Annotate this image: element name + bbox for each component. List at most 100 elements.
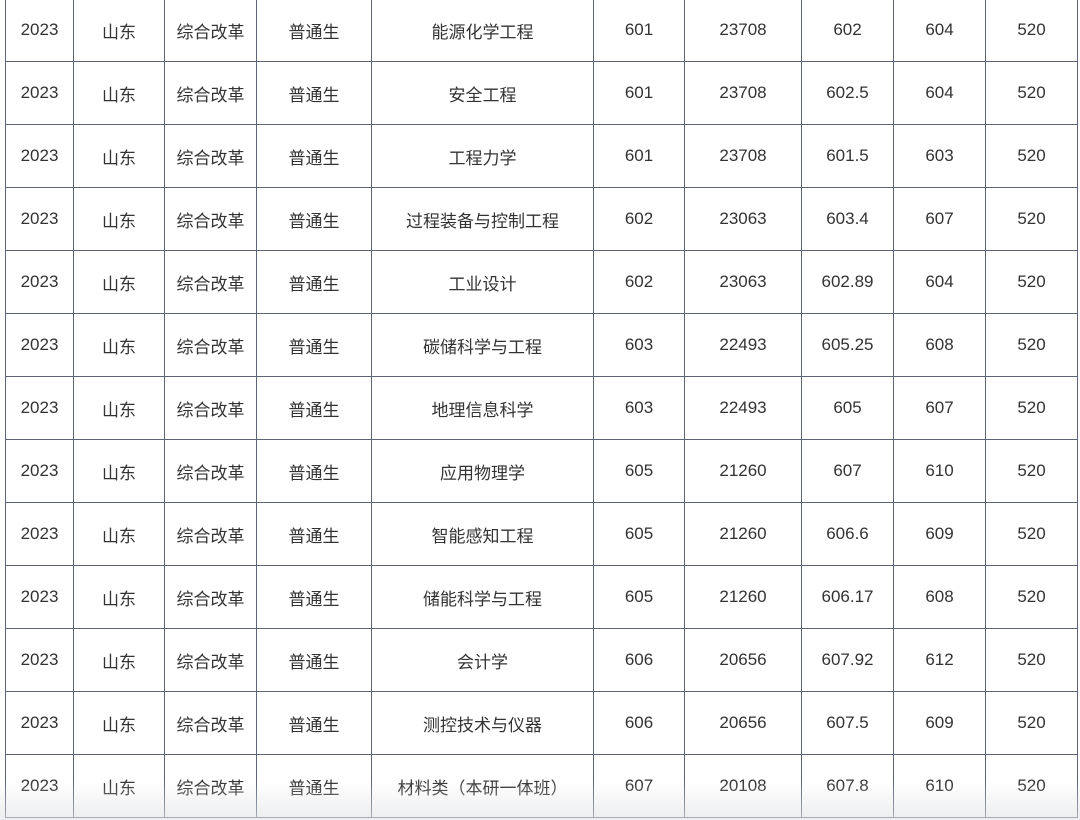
cell-student-type: 普通生 — [256, 502, 372, 566]
cell-province: 山东 — [73, 187, 165, 251]
cell-min-score: 603 — [593, 313, 685, 377]
cell-province: 山东 — [73, 0, 165, 62]
cell-category: 综合改革 — [164, 124, 257, 188]
table-row: 2023 山东 综合改革 普通生 应用物理学 605 21260 607 610 520 — [5, 439, 1078, 503]
cell-province: 山东 — [73, 439, 165, 503]
cell-control-line: 520 — [985, 313, 1078, 377]
cell-control-line: 520 — [985, 187, 1078, 251]
table-row: 2023 山东 综合改革 普通生 能源化学工程 601 23708 602 604 520 — [5, 0, 1078, 62]
cell-province: 山东 — [73, 754, 165, 818]
cell-max-score: 607 — [893, 376, 986, 440]
cell-student-type: 普通生 — [256, 187, 372, 251]
table-row: 2023 山东 综合改革 普通生 工程力学 601 23708 601.5 603 520 — [5, 124, 1078, 188]
cell-avg-score: 602 — [801, 0, 894, 62]
cell-category: 综合改革 — [164, 250, 257, 314]
cell-avg-score: 607.5 — [801, 691, 894, 755]
cell-max-score: 609 — [893, 502, 986, 566]
cell-student-type: 普通生 — [256, 0, 372, 62]
table-row: 2023 山东 综合改革 普通生 测控技术与仪器 606 20656 607.5 609 520 — [5, 691, 1078, 755]
table-row: 2023 山东 综合改革 普通生 碳储科学与工程 603 22493 605.25 608 520 — [5, 313, 1078, 377]
cell-min-rank: 22493 — [684, 376, 802, 440]
cell-avg-score: 606.17 — [801, 565, 894, 629]
cell-student-type: 普通生 — [256, 313, 372, 377]
cell-year: 2023 — [5, 376, 74, 440]
cell-max-score: 612 — [893, 628, 986, 692]
cell-min-rank: 22493 — [684, 313, 802, 377]
table-row: 2023 山东 综合改革 普通生 储能科学与工程 605 21260 606.17 608 520 — [5, 565, 1078, 629]
cell-control-line: 520 — [985, 124, 1078, 188]
cell-control-line: 520 — [985, 628, 1078, 692]
cell-avg-score: 603.4 — [801, 187, 894, 251]
cell-max-score: 604 — [893, 250, 986, 314]
cell-year: 2023 — [5, 565, 74, 629]
cell-min-rank: 23708 — [684, 0, 802, 62]
cell-year: 2023 — [5, 502, 74, 566]
cell-province: 山东 — [73, 250, 165, 314]
cell-year: 2023 — [5, 250, 74, 314]
admission-scores-table: 2023 山东 综合改革 普通生 能源化学工程 601 23708 602 604 520 2023… — [5, 0, 1078, 818]
cell-control-line: 520 — [985, 61, 1078, 125]
cell-avg-score: 607.8 — [801, 754, 894, 818]
cell-major: 地理信息科学 — [371, 376, 594, 440]
cell-year: 2023 — [5, 754, 74, 818]
cell-province: 山东 — [73, 61, 165, 125]
cell-avg-score: 605 — [801, 376, 894, 440]
cell-year: 2023 — [5, 0, 74, 62]
cell-max-score: 610 — [893, 439, 986, 503]
cell-major: 工业设计 — [371, 250, 594, 314]
cell-major: 储能科学与工程 — [371, 565, 594, 629]
cell-avg-score: 601.5 — [801, 124, 894, 188]
table-row: 2023 山东 综合改革 普通生 智能感知工程 605 21260 606.6 609 520 — [5, 502, 1078, 566]
cell-max-score: 607 — [893, 187, 986, 251]
table-row: 2023 山东 综合改革 普通生 地理信息科学 603 22493 605 607 520 — [5, 376, 1078, 440]
cell-student-type: 普通生 — [256, 61, 372, 125]
cell-year: 2023 — [5, 691, 74, 755]
cell-major: 安全工程 — [371, 61, 594, 125]
cell-major: 能源化学工程 — [371, 0, 594, 62]
cell-avg-score: 607 — [801, 439, 894, 503]
cell-avg-score: 602.5 — [801, 61, 894, 125]
cell-student-type: 普通生 — [256, 628, 372, 692]
cell-year: 2023 — [5, 439, 74, 503]
cell-student-type: 普通生 — [256, 565, 372, 629]
cell-category: 综合改革 — [164, 754, 257, 818]
cell-province: 山东 — [73, 628, 165, 692]
cell-category: 综合改革 — [164, 376, 257, 440]
table-row: 2023 山东 综合改革 普通生 安全工程 601 23708 602.5 604 520 — [5, 61, 1078, 125]
cell-avg-score: 606.6 — [801, 502, 894, 566]
cell-year: 2023 — [5, 313, 74, 377]
cell-category: 综合改革 — [164, 313, 257, 377]
cell-year: 2023 — [5, 61, 74, 125]
cell-province: 山东 — [73, 313, 165, 377]
cell-min-score: 606 — [593, 691, 685, 755]
cell-category: 综合改革 — [164, 0, 257, 62]
cell-major: 过程装备与控制工程 — [371, 187, 594, 251]
table-row: 2023 山东 综合改革 普通生 过程装备与控制工程 602 23063 603.4 607 52… — [5, 187, 1078, 251]
cell-min-score: 605 — [593, 565, 685, 629]
cell-min-rank: 23708 — [684, 61, 802, 125]
cell-control-line: 520 — [985, 439, 1078, 503]
cell-category: 综合改革 — [164, 628, 257, 692]
cell-min-rank: 20656 — [684, 691, 802, 755]
cell-major: 会计学 — [371, 628, 594, 692]
cell-major: 测控技术与仪器 — [371, 691, 594, 755]
cell-major: 应用物理学 — [371, 439, 594, 503]
cell-min-rank: 21260 — [684, 502, 802, 566]
cell-category: 综合改革 — [164, 565, 257, 629]
cell-max-score: 604 — [893, 61, 986, 125]
cell-min-rank: 23708 — [684, 124, 802, 188]
cell-min-rank: 23063 — [684, 250, 802, 314]
cell-min-rank: 21260 — [684, 439, 802, 503]
cell-min-score: 605 — [593, 502, 685, 566]
cell-province: 山东 — [73, 502, 165, 566]
cell-min-rank: 20656 — [684, 628, 802, 692]
table-row: 2023 山东 综合改革 普通生 会计学 606 20656 607.92 612 520 — [5, 628, 1078, 692]
cell-max-score: 603 — [893, 124, 986, 188]
cell-student-type: 普通生 — [256, 439, 372, 503]
cell-min-score: 601 — [593, 61, 685, 125]
table-body: 2023 山东 综合改革 普通生 能源化学工程 601 23708 602 604 520 2023… — [5, 0, 1078, 818]
cell-min-rank: 23063 — [684, 187, 802, 251]
cell-student-type: 普通生 — [256, 124, 372, 188]
cell-category: 综合改革 — [164, 502, 257, 566]
cell-avg-score: 605.25 — [801, 313, 894, 377]
